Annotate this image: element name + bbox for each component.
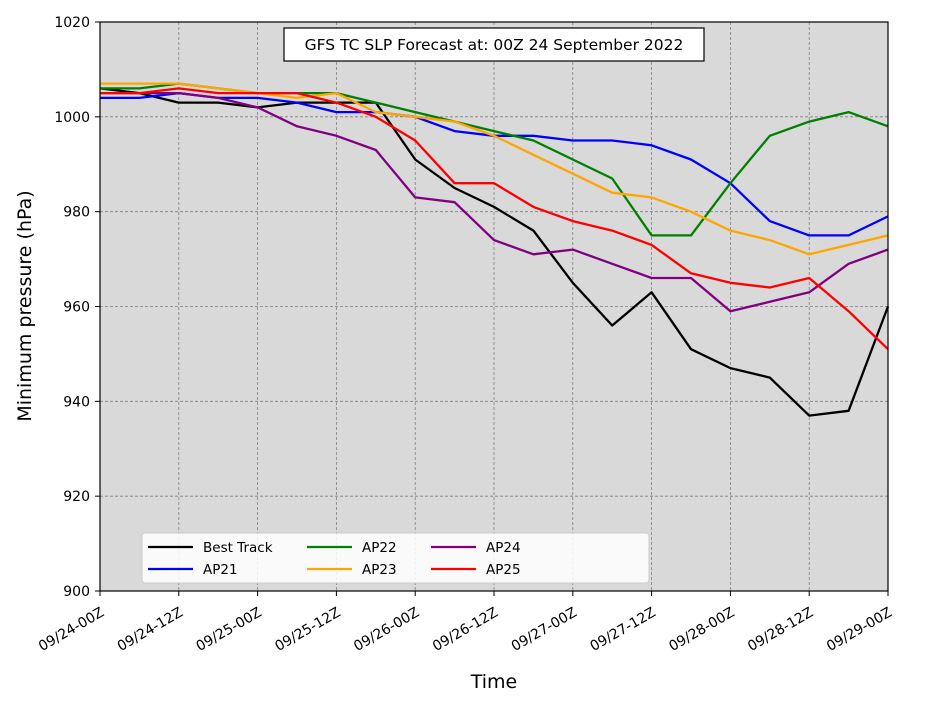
x-tick-label: 09/27-00Z: [509, 605, 580, 655]
series-layer: [99, 82, 890, 417]
y-tick-label: 920: [63, 489, 90, 505]
legend-label: AP21: [203, 562, 238, 578]
y-tick-label: 980: [63, 205, 90, 221]
series-line-ap24: [100, 91, 889, 313]
y-axis-ticks: 900 920 940 960 980 1000 1020: [54, 15, 100, 600]
y-tick-label: 1000: [54, 110, 90, 126]
legend-label: AP22: [362, 540, 397, 556]
title-box: [283, 27, 705, 62]
legend-label: AP25: [486, 562, 521, 578]
x-axis-label: Time: [470, 671, 518, 693]
legend-label: Best Track: [203, 540, 273, 556]
x-tick-label: 09/29-00Z: [824, 605, 895, 655]
y-tick-label: 940: [63, 394, 90, 410]
y-tick-label: 1020: [54, 15, 90, 31]
series-line-best-track: [99, 87, 890, 417]
legend-box: [141, 532, 650, 584]
series-line-ap25: [100, 87, 889, 351]
legend-label: AP23: [362, 562, 397, 578]
grid: [100, 22, 888, 591]
chart-title: GFS TC SLP Forecast at: 00Z 24 September…: [305, 36, 684, 54]
x-axis-ticks: 09/24-00Z 09/24-12Z 09/25-00Z 09/25-12Z 09/2…: [36, 591, 895, 655]
x-tick-label: 09/26-00Z: [351, 605, 422, 655]
y-tick-label: 900: [63, 584, 90, 600]
y-tick-label: 960: [63, 300, 90, 316]
x-tick-label: 09/27-12Z: [588, 605, 659, 655]
series-line-ap23: [100, 82, 889, 256]
x-tick-label: 09/25-12Z: [272, 605, 343, 655]
x-tick-label: 09/24-00Z: [36, 605, 107, 655]
y-axis-label: Minimum pressure (hPa): [14, 190, 36, 421]
legend-label: AP24: [486, 540, 521, 556]
x-tick-label: 09/25-00Z: [194, 605, 265, 655]
x-tick-label: 09/24-12Z: [115, 605, 186, 655]
x-tick-label: 09/28-00Z: [666, 605, 737, 655]
x-tick-label: 09/26-12Z: [430, 605, 501, 655]
legend: Best Track AP21 AP22 AP23 AP24 AP25: [141, 532, 650, 584]
x-tick-label: 09/28-12Z: [745, 605, 816, 655]
